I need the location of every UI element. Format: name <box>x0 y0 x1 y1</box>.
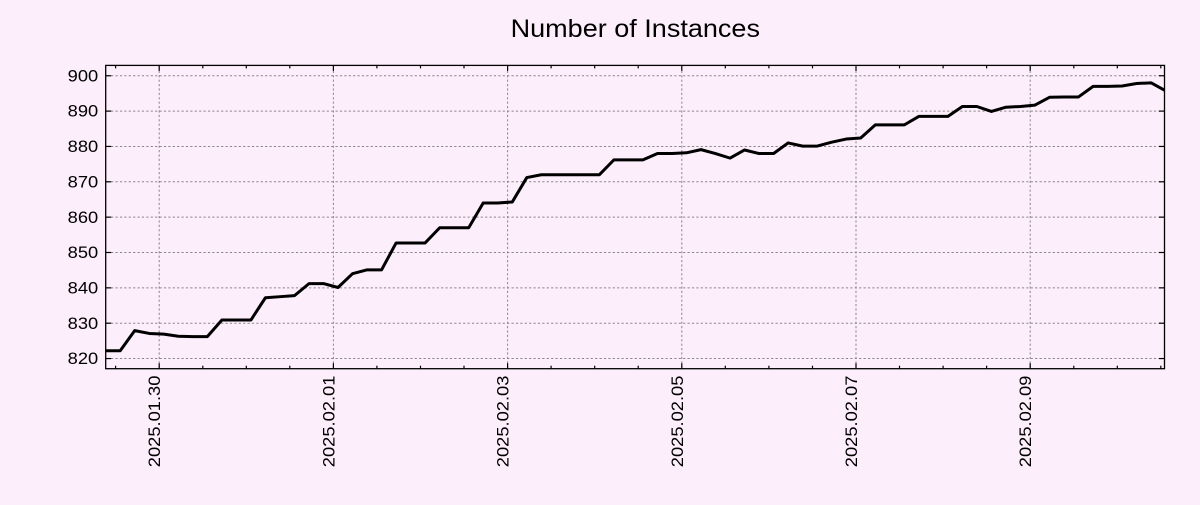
svg-text:2025.02.05: 2025.02.05 <box>668 376 687 468</box>
svg-text:Number of Instances: Number of Instances <box>511 15 760 43</box>
svg-text:850: 850 <box>68 243 99 262</box>
svg-text:870: 870 <box>68 172 99 191</box>
svg-text:2025.01.30: 2025.01.30 <box>145 376 164 468</box>
svg-text:860: 860 <box>68 208 99 227</box>
svg-text:2025.02.07: 2025.02.07 <box>842 376 861 468</box>
svg-text:2025.02.03: 2025.02.03 <box>494 376 513 468</box>
svg-text:820: 820 <box>68 349 99 368</box>
svg-text:2025.02.09: 2025.02.09 <box>1016 376 1035 468</box>
svg-text:890: 890 <box>68 102 99 121</box>
svg-text:2025.02.01: 2025.02.01 <box>319 376 338 468</box>
svg-text:900: 900 <box>68 66 99 85</box>
svg-text:840: 840 <box>68 278 99 297</box>
svg-text:880: 880 <box>68 137 99 156</box>
svg-text:830: 830 <box>68 314 99 333</box>
